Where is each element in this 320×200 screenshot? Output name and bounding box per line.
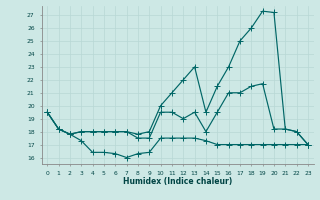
- X-axis label: Humidex (Indice chaleur): Humidex (Indice chaleur): [123, 177, 232, 186]
